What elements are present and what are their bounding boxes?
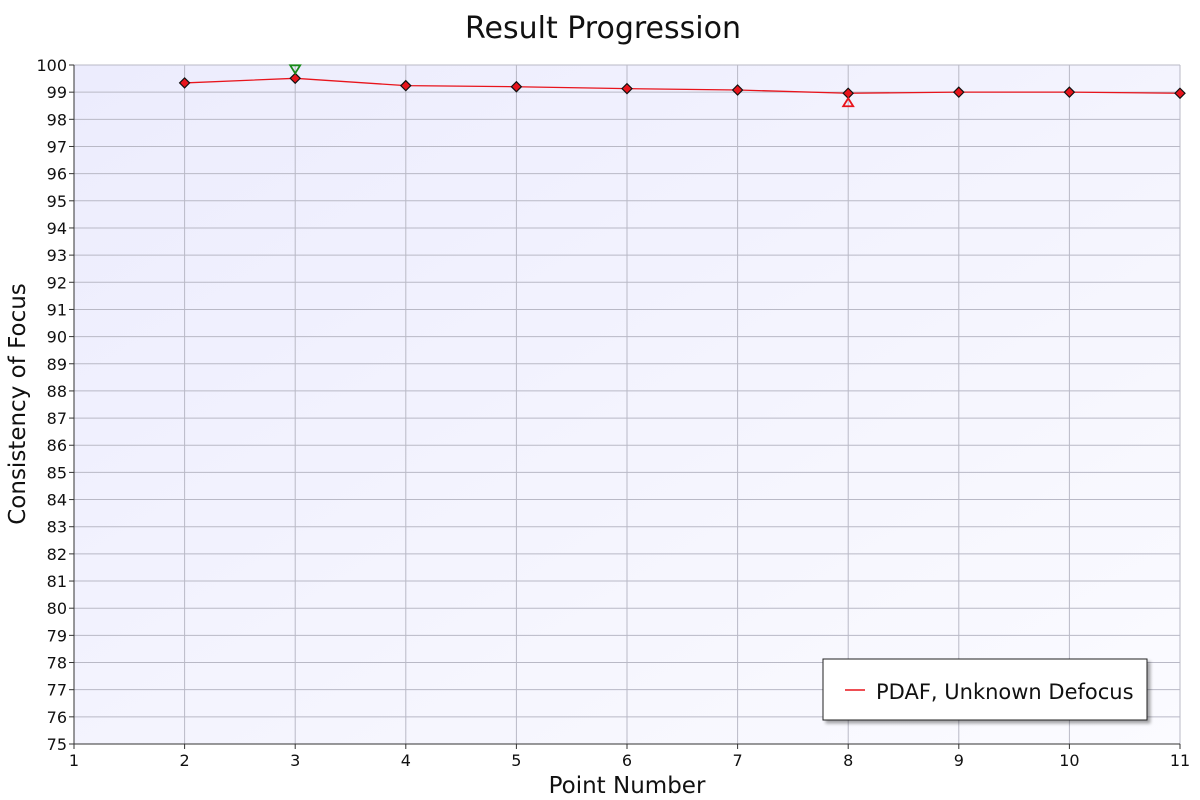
series-line	[184, 77, 1181, 94]
x-tick-label: 1	[69, 751, 79, 770]
data-point	[289, 72, 302, 85]
y-tick-label: 81	[47, 572, 67, 591]
legend-box	[822, 658, 1148, 721]
legend: PDAF, Unknown Defocus	[822, 658, 1148, 721]
y-tick-label: 82	[47, 545, 67, 564]
y-tick-label: 88	[47, 382, 67, 401]
x-tick-label: 4	[401, 751, 411, 770]
x-tick-label: 3	[290, 751, 300, 770]
data-point	[178, 77, 191, 89]
data-point	[399, 79, 412, 92]
data-point	[731, 84, 744, 96]
y-tick-label: 100	[36, 56, 67, 75]
y-tick-label: 76	[47, 708, 67, 727]
y-tick-label: 85	[47, 463, 67, 482]
y-tick-label: 84	[47, 491, 67, 510]
y-tick-label: 92	[47, 273, 67, 292]
y-tick-label: 78	[47, 654, 67, 673]
min-marker	[841, 96, 855, 108]
y-tick-label: 86	[47, 436, 67, 455]
y-tick-label: 99	[47, 83, 67, 102]
y-tick-label: 90	[47, 328, 67, 347]
y-tick-label: 87	[47, 409, 67, 428]
series	[178, 64, 1186, 108]
data-point	[510, 80, 523, 93]
y-tick-label: 75	[47, 735, 67, 754]
x-tick-label: 11	[1170, 751, 1190, 770]
y-tick-label: 98	[47, 110, 67, 129]
y-tick-label: 79	[47, 626, 67, 645]
x-tick-label: 9	[954, 751, 964, 770]
y-tick-label: 94	[47, 219, 67, 238]
y-tick-label: 95	[47, 192, 67, 211]
chart-title: Result Progression	[465, 11, 741, 46]
y-tick-label: 77	[47, 681, 67, 700]
y-tick-label: 91	[47, 300, 67, 319]
y-tick-label: 96	[47, 165, 67, 184]
legend-label: PDAF, Unknown Defocus	[876, 680, 1134, 704]
y-axis-label: Consistency of Focus	[5, 283, 31, 525]
x-tick-label: 2	[180, 751, 190, 770]
data-point	[952, 86, 965, 99]
data-point	[621, 82, 633, 95]
x-tick-label: 10	[1059, 751, 1079, 770]
x-axis-label: Point Number	[549, 773, 706, 799]
grid	[69, 64, 1181, 749]
max-marker	[288, 64, 302, 76]
x-tick-label: 6	[622, 751, 632, 770]
y-tick-label: 83	[47, 518, 67, 537]
x-tick-label: 8	[843, 751, 853, 770]
tick-labels: 1 2 3 4 5 6 7 8 9 10 11757677787980818283848586878…	[36, 56, 1190, 770]
data-point	[1174, 87, 1186, 100]
x-tick-label: 7	[733, 751, 743, 770]
y-tick-label: 80	[47, 599, 67, 618]
data-point	[1063, 86, 1076, 99]
x-tick-label: 5	[511, 751, 521, 770]
y-tick-label: 89	[47, 355, 67, 374]
y-tick-label: 97	[47, 137, 67, 156]
y-tick-label: 93	[47, 246, 67, 265]
